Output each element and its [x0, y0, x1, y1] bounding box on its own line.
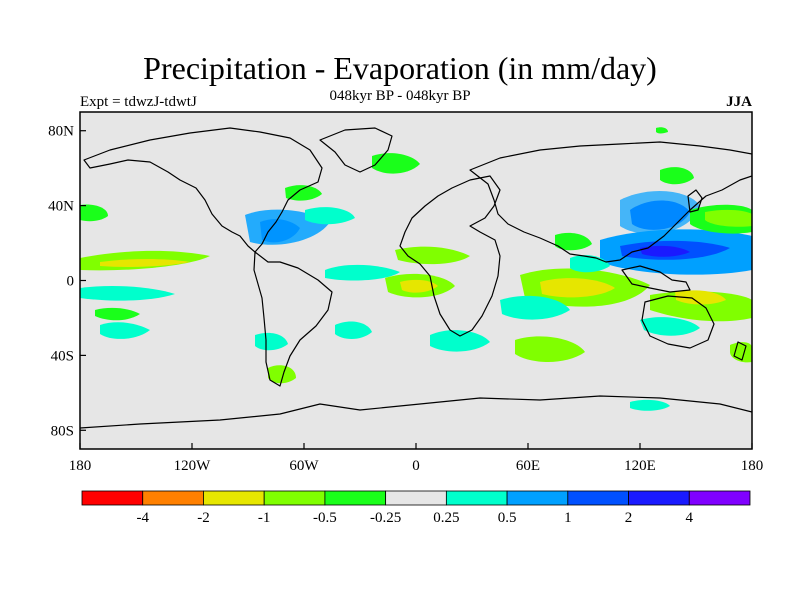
colorbar-label: 0.5 — [498, 510, 517, 526]
colorbar-label: 2 — [625, 510, 633, 526]
coastline-maritime-continent — [621, 265, 691, 293]
anomaly-patch-australia-green — [650, 291, 752, 322]
lon-tick-label: 60W — [289, 458, 319, 474]
map-title: Precipitation - Evaporation (in mm/day) — [143, 50, 657, 86]
anomaly-patch-east-pacific-yellow — [100, 259, 190, 267]
colorbar-swatch — [445, 490, 508, 506]
anomaly-patch-indian-yellow — [540, 278, 615, 298]
anomaly-patch-nw-pacific-yellowgreen — [705, 209, 752, 227]
colorbar-swatch — [263, 490, 326, 506]
field-layer — [80, 127, 752, 429]
lat-tick-label: 0 — [67, 274, 75, 290]
anomaly-patch-n-atlantic-green — [285, 185, 322, 201]
lon-tick-label: 180 — [741, 458, 764, 474]
anomaly-patch-south-pacific-cyan — [80, 286, 175, 301]
anomaly-patch-tasman-cyan — [640, 317, 700, 336]
map-subtitle: 048kyr BP - 048kyr BP — [329, 88, 471, 104]
colorbar-label: 1 — [564, 510, 572, 526]
colorbar-label: -4 — [136, 510, 149, 526]
colorbar-label: 4 — [686, 510, 694, 526]
anomaly-patch-s-indian-cyan — [430, 330, 490, 352]
anomaly-patch-south-pacific-green — [95, 307, 140, 321]
coastline-greenland — [319, 127, 393, 173]
colorbar-label: -1 — [258, 510, 271, 526]
anomaly-patch-s-atlantic-cyan — [335, 321, 372, 339]
coastline-japan — [687, 189, 703, 213]
anomaly-patch-mid-atlantic-cyan — [305, 207, 355, 225]
lat-tick-label: 40S — [51, 348, 74, 364]
colorbar-swatch — [81, 490, 144, 506]
coastline-europe-africa — [399, 175, 501, 337]
anomaly-patch-southern-ocean-cyan — [630, 399, 670, 411]
coastline-south-america — [253, 251, 333, 387]
lat-tick-label: 40N — [48, 199, 74, 215]
colorbar-swatch — [506, 490, 569, 506]
latitude-axis: 80N 40N 0 40S 80S — [48, 124, 86, 439]
anomaly-patch-s-america-cyan — [255, 332, 288, 351]
colorbar: -4 -2 -1 -0.5 -0.25 0.25 0.5 1 2 4 — [81, 490, 751, 526]
anomaly-patch-indian-cyan — [500, 295, 570, 320]
anomaly-patch-s-america-green — [268, 365, 296, 384]
colorbar-label: -0.5 — [313, 510, 337, 526]
anomaly-patch-siberia-green — [660, 167, 694, 185]
coastline-antarctica — [80, 395, 752, 429]
colorbar-swatch — [203, 490, 265, 506]
colorbar-swatch — [142, 490, 204, 506]
lat-tick-label: 80N — [48, 124, 74, 140]
experiment-label: Expt = tdwzJ-tdwtJ — [80, 94, 197, 110]
colorbar-swatch — [324, 490, 387, 506]
anomaly-patch-equatorial-atlantic-cyan — [325, 264, 400, 281]
anomaly-patch-arctic-green — [656, 127, 668, 134]
coastline-north-america — [83, 127, 323, 253]
colorbar-label: 0.25 — [433, 510, 459, 526]
lon-tick-label: 120E — [624, 458, 656, 474]
colorbar-swatch — [688, 490, 751, 506]
colorbar-swatch — [628, 490, 690, 506]
coastline-australia — [641, 295, 715, 349]
anomaly-patch-australia-yellow — [675, 290, 726, 305]
anomaly-patch-wpac-deepblue — [640, 245, 690, 257]
lon-tick-label: 60E — [516, 458, 540, 474]
anomaly-patch-east-asia-lightblue — [620, 191, 700, 234]
anomaly-patches — [80, 127, 752, 411]
lat-tick-label: 80S — [51, 423, 74, 439]
map-panel — [79, 111, 753, 450]
colorbar-swatch — [385, 490, 447, 506]
anomaly-patch-tropical-atlantic-yellow — [400, 279, 438, 293]
lon-tick-label: 0 — [412, 458, 420, 474]
coastline-asia — [469, 141, 752, 263]
longitude-axis: 180 120W 60W 0 60E 120E 180 — [69, 443, 764, 474]
coastline-new-zealand — [733, 341, 747, 361]
anomaly-patch-south-pacific-cyan2 — [100, 322, 150, 339]
lon-tick-label: 120W — [174, 458, 212, 474]
colorbar-swatch — [567, 490, 629, 506]
colorbar-label: -2 — [197, 510, 210, 526]
lon-tick-label: 180 — [69, 458, 92, 474]
anomaly-patch-greenland-green — [372, 153, 420, 174]
coastlines — [80, 127, 752, 429]
anomaly-patch-west-pacific-nw — [80, 204, 108, 222]
colorbar-label: -0.25 — [370, 510, 401, 526]
season-label: JJA — [726, 94, 752, 110]
anomaly-patch-indian-green2 — [515, 336, 585, 362]
anomaly-patch-central-asia-green — [555, 232, 592, 251]
